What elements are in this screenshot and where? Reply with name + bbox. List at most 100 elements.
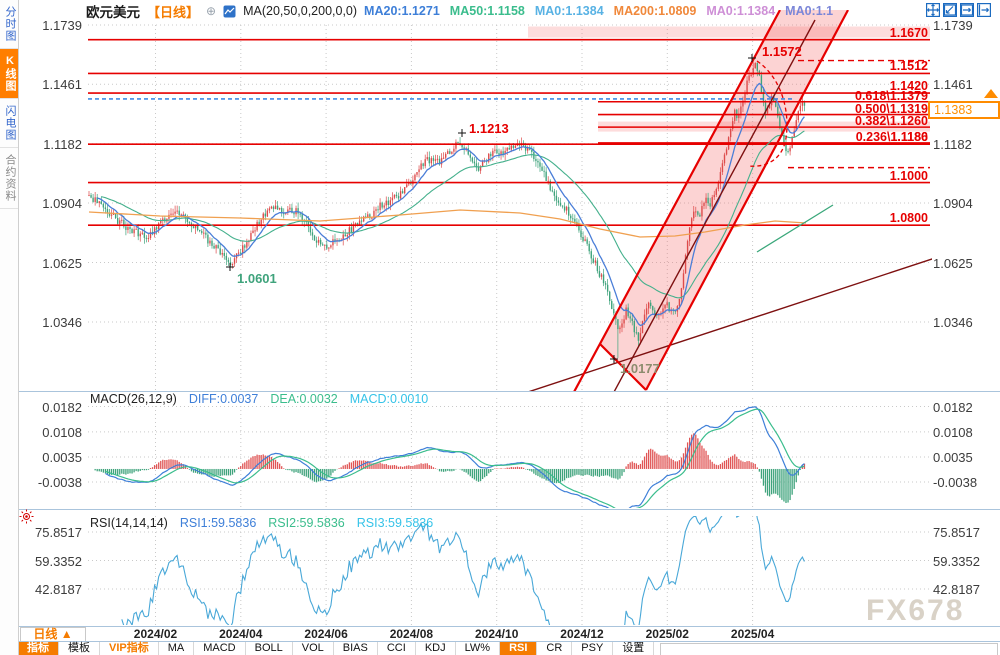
ascending-channel (600, 10, 848, 390)
tab-KDJ[interactable]: KDJ (416, 642, 456, 655)
period-tag: 【日线】 (147, 4, 200, 20)
macd-axis-label-left: 0.0035 (42, 449, 82, 465)
ma-settings-label: MA(20,50,0,200,0,0) (243, 4, 358, 18)
macd-axis-label-right: 0.0108 (933, 424, 973, 440)
x-axis-label: 2024/06 (304, 627, 348, 641)
price-level-label: 1.0800 (889, 211, 928, 226)
ma-values: MA20:1.1271 MA50:1.1158 MA0:1.1384 MA200:1.… (364, 2, 843, 20)
macd-layer (94, 406, 806, 508)
tab-设置[interactable]: 设置 (613, 642, 655, 655)
sidebar-item-3[interactable]: 合约资料 (0, 148, 18, 209)
watermark: FX678 (866, 594, 965, 627)
tab-LW%[interactable]: LW% (456, 642, 501, 655)
tab-bar-spacer (660, 643, 998, 655)
gridlines (88, 24, 930, 625)
tab-指标[interactable]: 指标 (18, 642, 59, 655)
fib-level-label: 0.382\1.1260 (855, 114, 928, 129)
price-axis-label-right: 1.0625 (933, 255, 973, 271)
move-icon[interactable] (926, 3, 940, 17)
rsi-axis-label-right: 42.8187 (933, 582, 980, 597)
rsi-header: RSI(14,14,14) RSI1:59.5836 RSI2:59.5836 RS… (90, 514, 445, 532)
price-annotation: 1.1572 (762, 44, 802, 59)
ma-value-2: MA0:1.1384 (534, 4, 604, 18)
tab-模板[interactable]: 模板 (59, 642, 100, 655)
x-axis-label: 2024/02 (133, 627, 178, 641)
macd-values: DIFF:0.0037 DEA:0.0032 MACD:0.0010 (189, 390, 440, 408)
macd-axis-label-right: 0.0035 (933, 449, 973, 465)
rsi-axis-label-left: 59.3352 (35, 553, 82, 569)
cross-marker (748, 54, 756, 62)
price-level-label: 1.1000 (889, 168, 928, 183)
rsi-values-0: RSI1:59.5836 (179, 516, 257, 530)
tab-CR[interactable]: CR (537, 642, 573, 655)
macd-header: MACD(26,12,9) DIFF:0.0037 DEA:0.0032 MACD:… (90, 390, 440, 408)
alarm-sun-icon[interactable] (19, 509, 34, 524)
indicator-tab-bar: 指标 模板 VIP指标 MA MACD BOLL VOL BIAS CCI KDJ LW% RSI CR… (18, 641, 1000, 655)
ma-value-4: MA0:1.1384 (706, 4, 776, 18)
chart-toolbar (926, 3, 991, 17)
x-axis-row: 日线 ▲ 2024/02 2024/04 2024/06 2024/08 2024/10… (18, 627, 1000, 642)
goto-latest-icon[interactable] (977, 3, 991, 17)
price-level-label: 1.1670 (889, 25, 928, 40)
ma-value-5: MA0:1.1 (785, 4, 834, 18)
tab-BOLL[interactable]: BOLL (246, 642, 293, 655)
x-axis-label: 2025/02 (645, 627, 689, 641)
tab-CCI[interactable]: CCI (378, 642, 416, 655)
tab-BIAS[interactable]: BIAS (334, 642, 378, 655)
rsi-axis-label-right: 75.8517 (933, 525, 980, 540)
price-up-arrow-icon (984, 89, 998, 98)
rsi-values-2: RSI3:59.5836 (356, 516, 434, 530)
cross-marker (610, 355, 618, 363)
price-axis-label-right: 1.1739 (933, 18, 973, 33)
candlestick-layer (88, 60, 806, 359)
price-axis-label-left: 1.1739 (42, 18, 82, 33)
cross-marker (458, 129, 466, 137)
rsi-axis-label-right: 59.3352 (933, 553, 980, 569)
price-annotation: 1.0601 (237, 271, 277, 286)
price-levels (88, 38, 930, 227)
price-axis-label-right: 1.1461 (933, 77, 973, 93)
macd-values-1: DEA:0.0032 (270, 392, 338, 406)
x-axis-label: 2024/04 (219, 627, 263, 641)
price-axis-label-right: 1.0346 (933, 315, 973, 330)
panel-divider (18, 509, 1000, 510)
sidebar-item-0[interactable]: 分时图 (0, 0, 18, 49)
sidebar-item-1[interactable]: K线图 (0, 49, 18, 99)
macd-title: MACD(26,12,9) (90, 392, 177, 406)
chevron-up-icon: ▲ (60, 627, 73, 641)
fit-y-icon[interactable] (943, 3, 957, 17)
current-price-marker: 1.1383 (928, 101, 1000, 119)
macd-axis-label-left: 0.0182 (42, 399, 82, 415)
price-level-label: 1.1180 (890, 130, 928, 145)
tab-VOL[interactable]: VOL (293, 642, 334, 655)
price-axis-label-left: 1.0625 (42, 255, 82, 271)
add-symbol-icon[interactable]: ⊕ (206, 4, 217, 18)
line-chart-icon[interactable] (223, 5, 236, 18)
panel-divider (18, 391, 1000, 392)
trendlines (528, 10, 932, 391)
tab-PSY[interactable]: PSY (572, 642, 614, 655)
sidebar-item-2[interactable]: 闪电图 (0, 99, 18, 148)
price-axis-label-left: 1.0346 (42, 315, 82, 330)
tab-MACD[interactable]: MACD (194, 642, 246, 655)
tab-MA[interactable]: MA (159, 642, 195, 655)
price-axis-label-left: 1.1461 (42, 77, 82, 93)
tab-VIP指标[interactable]: VIP指标 (100, 642, 159, 655)
rsi-values-1: RSI2:59.5836 (268, 516, 345, 530)
tab-RSI[interactable]: RSI (500, 642, 538, 655)
price-annotation: 1.0177 (620, 361, 660, 376)
fit-x-icon[interactable] (960, 3, 974, 17)
fib-level-label: 0.618\1.1379 (855, 88, 928, 103)
period-dropdown-button[interactable]: 日线 ▲ (20, 627, 86, 642)
price-level-label: 1.1420 (889, 79, 928, 93)
rsi-axis-label-left: 75.8517 (35, 525, 82, 540)
panel-divider (18, 626, 1000, 627)
macd-axis-label-left: -0.0038 (37, 475, 82, 490)
price-axis-label-left: 1.0904 (42, 196, 82, 212)
price-axis-label-right: 1.0904 (933, 196, 973, 212)
symbol-name: 欧元美元 (86, 5, 140, 20)
macd-axis-label-left: 0.0108 (42, 424, 82, 440)
cross-marker (226, 263, 234, 271)
